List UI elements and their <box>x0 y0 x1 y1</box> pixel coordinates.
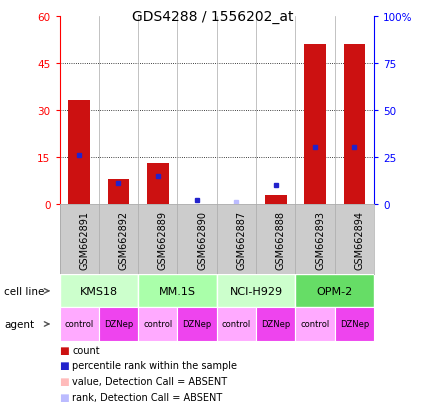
Bar <box>265 195 286 204</box>
Text: ■: ■ <box>60 345 69 355</box>
Text: rank, Detection Call = ABSENT: rank, Detection Call = ABSENT <box>72 392 223 402</box>
Text: count: count <box>72 345 100 355</box>
Text: control: control <box>65 320 94 329</box>
Bar <box>295 275 374 308</box>
Text: ■: ■ <box>60 361 69 370</box>
Text: NCI-H929: NCI-H929 <box>230 286 283 296</box>
Bar <box>138 275 217 308</box>
Bar <box>178 308 217 341</box>
Bar <box>108 179 129 204</box>
Text: value, Detection Call = ABSENT: value, Detection Call = ABSENT <box>72 376 227 386</box>
Bar <box>217 275 295 308</box>
Text: GSM662890: GSM662890 <box>197 210 207 269</box>
Bar <box>68 101 90 204</box>
Text: agent: agent <box>4 319 34 329</box>
Bar <box>60 308 99 341</box>
Bar <box>217 308 256 341</box>
Text: GSM662887: GSM662887 <box>236 210 246 269</box>
Text: control: control <box>143 320 173 329</box>
Text: control: control <box>222 320 251 329</box>
Text: GSM662891: GSM662891 <box>79 210 89 269</box>
Text: DZNep: DZNep <box>261 320 290 329</box>
Bar <box>295 308 335 341</box>
Bar <box>60 275 138 308</box>
Bar <box>335 308 374 341</box>
Text: cell line: cell line <box>4 286 45 296</box>
Text: GSM662894: GSM662894 <box>354 210 364 269</box>
Bar <box>99 308 138 341</box>
Text: control: control <box>300 320 330 329</box>
Bar <box>256 308 295 341</box>
Text: GSM662889: GSM662889 <box>158 210 168 269</box>
Text: DZNep: DZNep <box>104 320 133 329</box>
Text: MM.1S: MM.1S <box>159 286 196 296</box>
Text: GSM662888: GSM662888 <box>276 210 286 269</box>
Text: percentile rank within the sample: percentile rank within the sample <box>72 361 237 370</box>
Text: DZNep: DZNep <box>340 320 369 329</box>
Bar <box>304 45 326 204</box>
Bar <box>138 308 178 341</box>
Text: OPM-2: OPM-2 <box>317 286 353 296</box>
Text: KMS18: KMS18 <box>80 286 118 296</box>
Text: ■: ■ <box>60 376 69 386</box>
Text: GDS4288 / 1556202_at: GDS4288 / 1556202_at <box>132 10 293 24</box>
Text: GSM662892: GSM662892 <box>119 210 128 269</box>
Text: GSM662893: GSM662893 <box>315 210 325 269</box>
Bar <box>147 164 169 204</box>
Text: DZNep: DZNep <box>182 320 212 329</box>
Text: ■: ■ <box>60 392 69 402</box>
Bar <box>343 45 365 204</box>
